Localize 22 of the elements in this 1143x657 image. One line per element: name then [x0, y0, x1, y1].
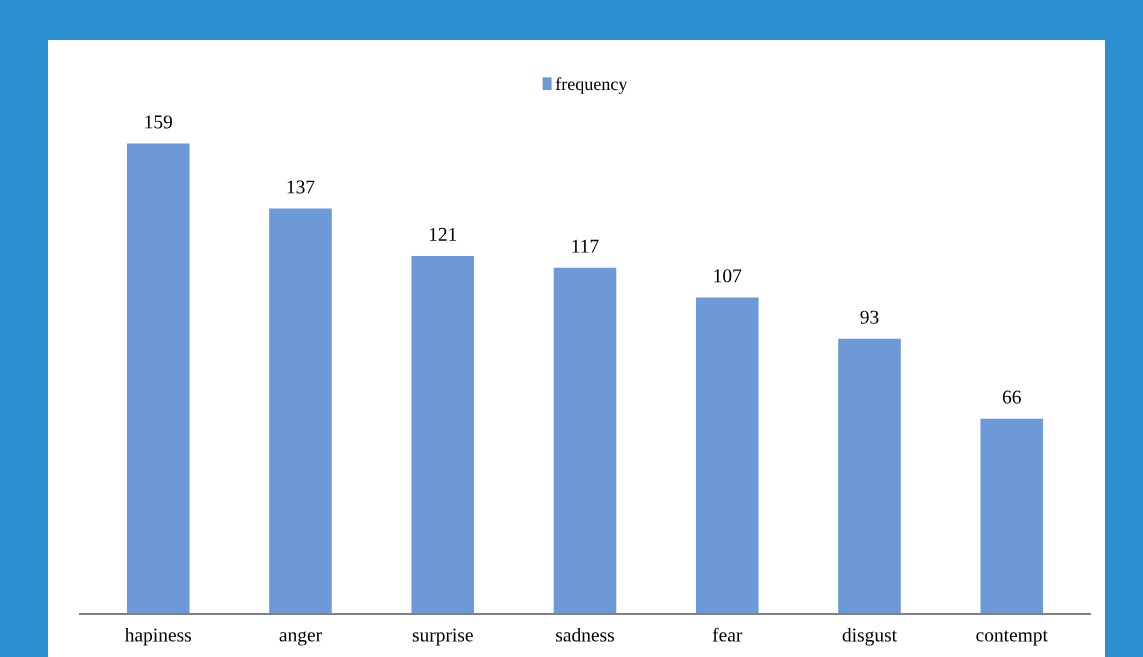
bar: [126, 143, 190, 614]
bar: [411, 255, 475, 614]
bar: [695, 297, 759, 614]
data-label: 159: [145, 115, 173, 129]
x-tick-label: contempt: [976, 630, 1048, 646]
x-tick-label: fear: [712, 627, 743, 642]
x-tick-label: disgust: [842, 627, 897, 646]
bar: [980, 418, 1044, 614]
bar: [838, 338, 901, 614]
data-label: 137: [287, 180, 315, 194]
bar: [269, 208, 332, 614]
data-label: 121: [429, 227, 457, 241]
x-tick-label: sadness: [556, 627, 614, 642]
x-tick-label: surprise: [412, 628, 473, 646]
x-tick-label: hapiness: [124, 627, 192, 646]
data-label: 66: [1002, 390, 1021, 404]
data-label: 93: [860, 310, 879, 324]
data-label: 117: [572, 239, 599, 253]
x-tick-label: anger: [279, 631, 322, 646]
data-label: 107: [714, 269, 742, 283]
legend-label: frequency: [555, 77, 628, 94]
bar: [553, 267, 617, 614]
